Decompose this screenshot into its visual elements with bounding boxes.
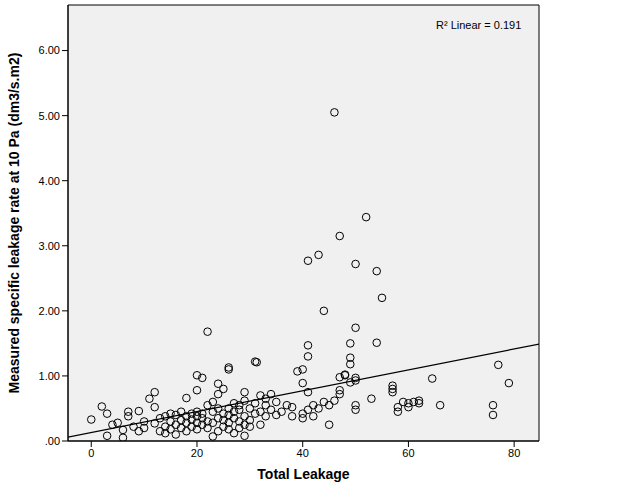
svg-text:60: 60 [402, 447, 414, 459]
svg-text:80: 80 [508, 447, 520, 459]
svg-text:3.00: 3.00 [39, 240, 60, 252]
svg-text:0: 0 [88, 447, 94, 459]
svg-text:.00: .00 [45, 435, 60, 447]
svg-text:4.00: 4.00 [39, 175, 60, 187]
svg-text:2.00: 2.00 [39, 305, 60, 317]
svg-text:5.00: 5.00 [39, 110, 60, 122]
html-text:R² Linear = 0.191: R² Linear = 0.191 [436, 19, 522, 31]
svg-text:Measured specific leakage rate: Measured specific leakage rate at 10 Pa … [8, 53, 22, 394]
svg-text:1.00: 1.00 [39, 370, 60, 382]
svg-text:40: 40 [297, 447, 309, 459]
svg-text:20: 20 [191, 447, 203, 459]
svg-text:6.00: 6.00 [39, 44, 60, 56]
svg-text:Total Leakage: Total Leakage [257, 466, 350, 482]
